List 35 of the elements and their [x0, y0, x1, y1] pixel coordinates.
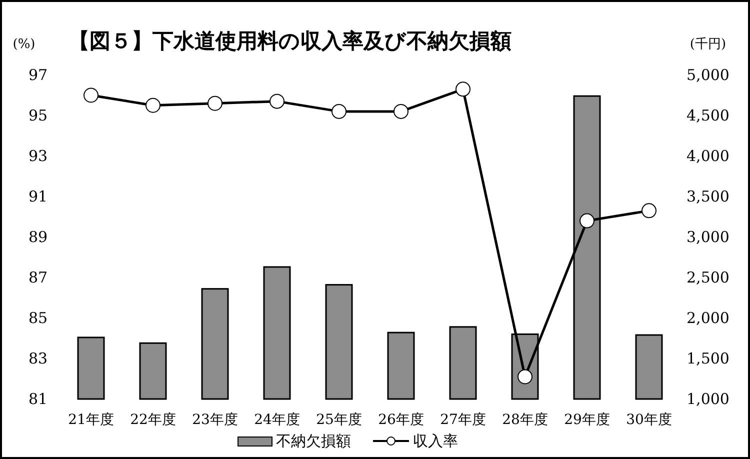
- y2-tick-label: 5,000: [686, 66, 730, 84]
- x-tick-label: 28年度: [502, 412, 548, 428]
- y2-tick-label: 3,500: [686, 188, 730, 206]
- y-tick-label: 89: [28, 228, 48, 246]
- x-tick-label: 30年度: [626, 412, 672, 428]
- chart-title: 【図５】下水道使用料の収入率及び不納欠損額: [68, 28, 512, 53]
- y2-tick-label: 4,000: [686, 147, 730, 165]
- x-tick-label: 26年度: [378, 412, 424, 428]
- x-tick-label: 21年度: [68, 412, 114, 428]
- y-tick-label: 87: [28, 268, 48, 286]
- point: [580, 213, 594, 228]
- y-tick-label: 85: [28, 309, 48, 327]
- y-axis-title: (%): [12, 37, 36, 52]
- x-tick-label: 23年度: [192, 412, 238, 428]
- y-tick-label: 81: [28, 390, 48, 408]
- x-tick-label: 22年度: [130, 412, 176, 428]
- y2-tick-label: 1,000: [686, 390, 730, 408]
- y-tick-label: 95: [28, 106, 48, 124]
- x-tick-label: 25年度: [316, 412, 362, 428]
- legend-label: 収入率: [413, 432, 458, 450]
- y2-tick-label: 1,500: [686, 350, 730, 368]
- y-tick-label: 83: [28, 350, 48, 368]
- y2-tick-label: 3,000: [686, 228, 730, 246]
- point: [518, 369, 532, 384]
- x-tick-label: 24年度: [254, 412, 300, 428]
- y-tick-label: 91: [28, 188, 48, 206]
- legend-label: 不納欠損額: [276, 432, 351, 450]
- y-tick-label: 93: [28, 147, 48, 165]
- x-tick-label: 27年度: [440, 412, 486, 428]
- y2-tick-label: 2,500: [686, 268, 730, 286]
- x-tick-label: 29年度: [564, 412, 610, 428]
- y2-tick-label: 2,000: [686, 309, 730, 327]
- y-tick-label: 97: [28, 66, 48, 84]
- y2-tick-label: 4,500: [686, 106, 730, 124]
- y2-axis-title: (千円): [690, 37, 726, 52]
